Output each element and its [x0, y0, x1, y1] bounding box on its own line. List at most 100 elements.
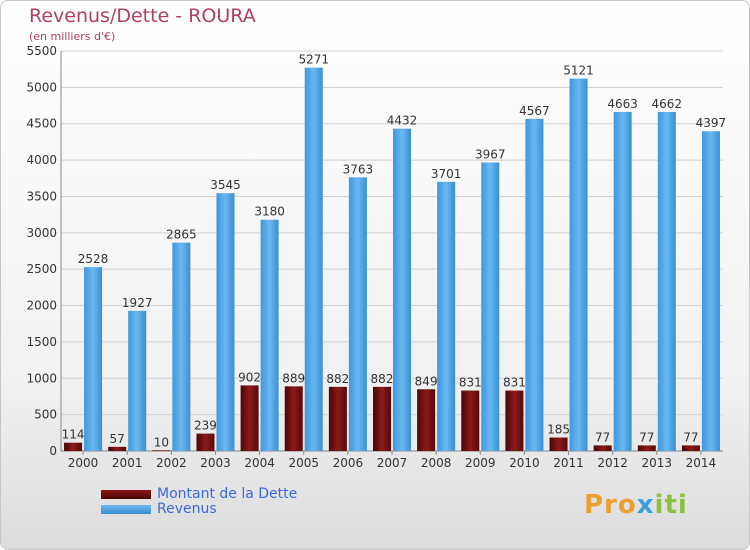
legend: Montant de la Dette Revenus	[101, 487, 297, 517]
bar-debt	[196, 433, 215, 451]
y-tick-label: 0	[49, 444, 57, 458]
chart-title: Revenus/Dette - ROURA	[29, 5, 256, 27]
bar-revenue	[569, 78, 588, 452]
proxiti-logo: Proxiti	[584, 490, 688, 520]
y-tick-label: 5500	[26, 44, 57, 58]
legend-label-revenue: Revenus	[157, 501, 217, 517]
y-tick-label: 3000	[26, 226, 57, 240]
x-tick-label: 2005	[288, 456, 319, 470]
data-label-debt: 882	[326, 372, 349, 386]
bar-revenue	[437, 181, 456, 451]
bar-debt	[240, 385, 259, 451]
bar-revenue	[304, 67, 323, 452]
bar-revenue	[216, 193, 235, 451]
bar-debt	[417, 389, 436, 451]
data-label-revenue: 2865	[166, 228, 197, 242]
bar-debt	[328, 386, 347, 451]
bar-debt	[373, 386, 391, 451]
data-label-debt: 831	[459, 376, 482, 390]
x-tick-label: 2008	[421, 456, 452, 470]
data-label-revenue: 3180	[254, 205, 285, 219]
bar-debt	[505, 390, 524, 451]
bar-debt	[549, 437, 568, 451]
logo-part-2: x	[636, 490, 655, 520]
data-label-debt: 10	[154, 435, 169, 449]
bar-debt	[108, 446, 127, 451]
data-label-debt: 239	[194, 419, 217, 433]
data-label-revenue: 3967	[475, 147, 506, 161]
data-label-revenue: 1927	[122, 296, 153, 310]
data-label-debt: 882	[371, 372, 394, 386]
data-label-revenue: 4432	[387, 114, 418, 128]
bar-revenue	[348, 177, 367, 451]
data-label-revenue: 4663	[607, 97, 638, 111]
y-tick-label: 1000	[26, 371, 57, 385]
bar-debt	[284, 386, 303, 451]
data-label-debt: 77	[595, 430, 610, 444]
x-tick-label: 2011	[553, 456, 584, 470]
data-label-revenue: 2528	[78, 252, 109, 266]
bar-revenue	[84, 267, 103, 451]
bar-debt	[593, 445, 612, 451]
x-tick-label: 2006	[333, 456, 364, 470]
legend-label-debt: Montant de la Dette	[157, 486, 298, 502]
data-label-revenue: 4567	[519, 104, 550, 118]
data-label-debt: 889	[282, 371, 305, 385]
x-tick-label: 2010	[509, 456, 540, 470]
data-label-revenue: 5271	[298, 53, 329, 67]
x-tick-label: 2014	[686, 456, 717, 470]
legend-swatch-revenue	[101, 505, 151, 514]
data-label-debt: 849	[415, 374, 438, 388]
data-label-revenue: 3701	[431, 167, 462, 181]
bar-revenue	[701, 131, 720, 451]
bar-debt	[152, 450, 171, 451]
data-label-revenue: 3545	[210, 178, 241, 192]
x-tick-label: 2001	[112, 456, 143, 470]
legend-swatch-debt	[101, 490, 151, 499]
bar-revenue	[393, 128, 411, 451]
logo-part-3: iti	[654, 490, 688, 520]
x-tick-label: 2009	[465, 456, 496, 470]
x-tick-label: 2002	[156, 456, 187, 470]
data-label-debt: 185	[547, 423, 570, 437]
legend-item-revenue: Revenus	[101, 502, 297, 517]
data-label-debt: 114	[62, 428, 85, 442]
data-label-debt: 902	[238, 370, 261, 384]
data-label-debt: 57	[110, 432, 125, 446]
bar-debt	[681, 445, 700, 451]
x-tick-label: 2003	[200, 456, 231, 470]
x-tick-label: 2000	[68, 456, 99, 470]
y-tick-label: 3500	[26, 189, 57, 203]
logo-part-1: Pro	[584, 490, 637, 520]
x-tick-label: 2012	[597, 456, 628, 470]
y-tick-label: 5000	[26, 80, 57, 94]
bar-revenue	[613, 111, 632, 451]
data-label-debt: 831	[503, 376, 526, 390]
bar-revenue	[128, 310, 147, 451]
data-label-debt: 77	[639, 430, 654, 444]
y-tick-label: 4500	[26, 117, 57, 131]
y-tick-label: 2000	[26, 299, 57, 313]
x-tick-label: 2004	[244, 456, 275, 470]
bar-revenue	[260, 219, 279, 451]
bar-debt	[461, 390, 480, 451]
bar-revenue	[525, 118, 544, 451]
data-label-debt: 77	[683, 430, 698, 444]
y-tick-label: 500	[34, 408, 57, 422]
bar-revenue	[657, 111, 676, 451]
legend-item-debt: Montant de la Dette	[101, 487, 297, 502]
bar-debt	[637, 445, 656, 451]
data-label-revenue: 5121	[563, 64, 594, 78]
y-tick-label: 1500	[26, 335, 57, 349]
bar-revenue	[481, 162, 500, 451]
x-tick-label: 2013	[642, 456, 673, 470]
data-label-revenue: 4662	[652, 97, 683, 111]
data-label-revenue: 4397	[696, 116, 727, 130]
bar-debt	[64, 442, 83, 451]
y-tick-label: 4000	[26, 153, 57, 167]
bar-revenue	[172, 242, 191, 451]
y-tick-label: 2500	[26, 262, 57, 276]
x-tick-label: 2007	[377, 456, 408, 470]
